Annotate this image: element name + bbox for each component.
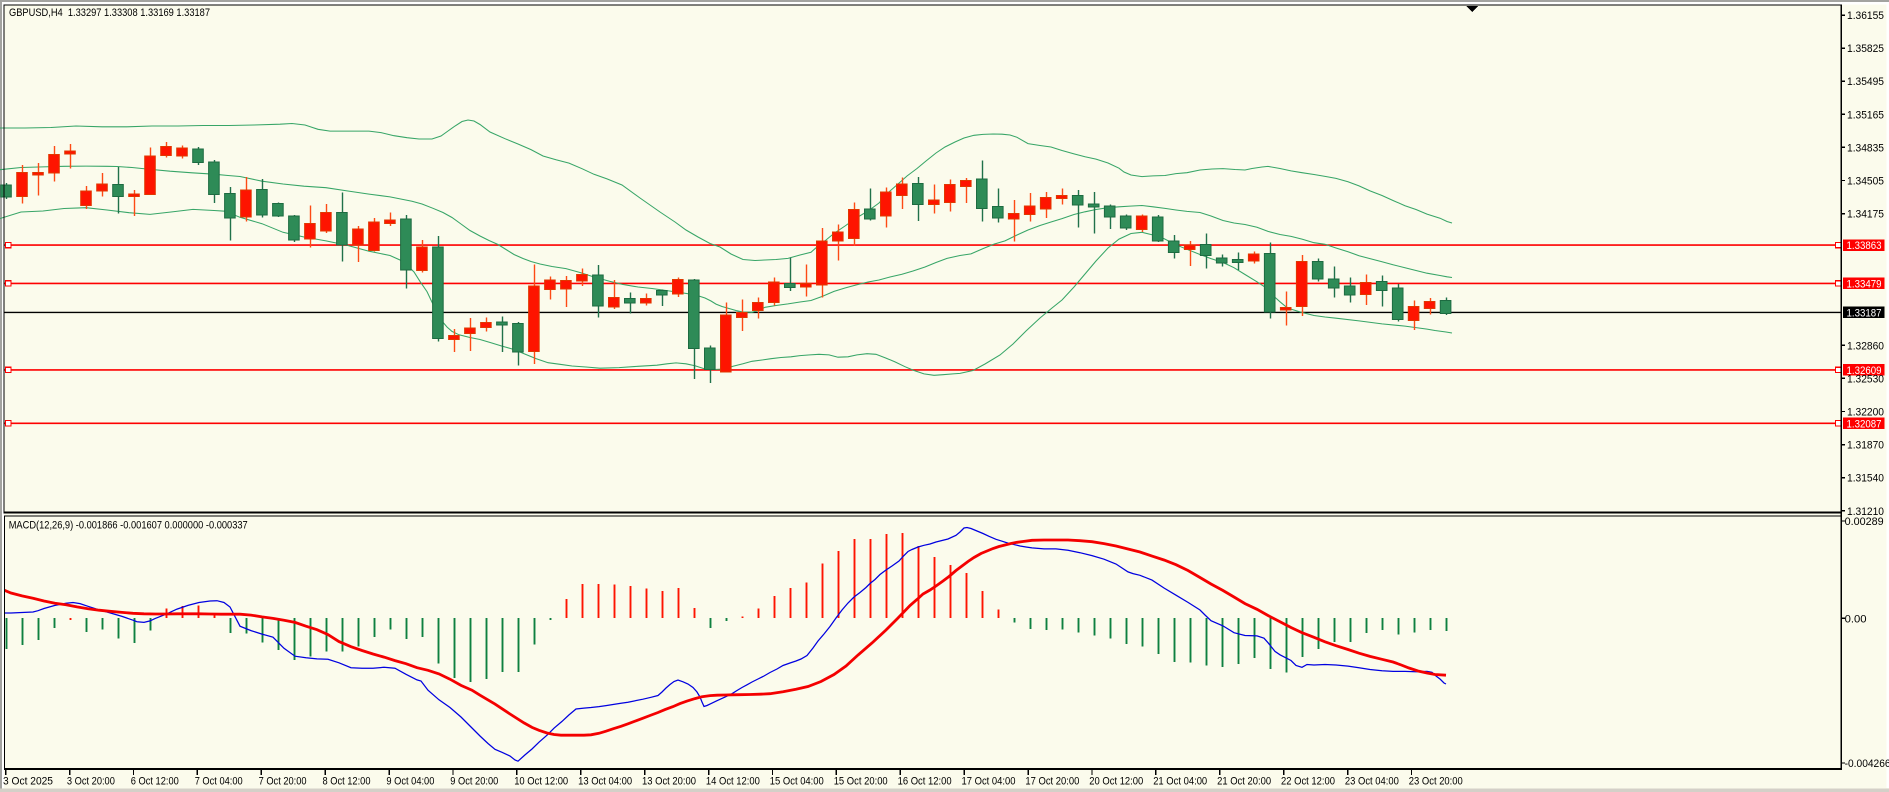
svg-text:15 Oct 04:00: 15 Oct 04:00 [770,776,824,788]
svg-text:16 Oct 12:00: 16 Oct 12:00 [898,776,952,788]
svg-text:14 Oct 12:00: 14 Oct 12:00 [706,776,760,788]
svg-text:17 Oct 20:00: 17 Oct 20:00 [1025,776,1079,788]
svg-text:15 Oct 20:00: 15 Oct 20:00 [834,776,888,788]
svg-text:MACD(12,26,9) -0.001866 -0.001: MACD(12,26,9) -0.001866 -0.001607 0.0000… [9,520,248,532]
svg-text:GBPUSD,H4 1.33297 1.33308 1.3: GBPUSD,H4 1.33297 1.33308 1.33169 1.3318… [9,7,210,19]
svg-text:1.31210: 1.31210 [1847,506,1884,518]
svg-text:1.31540: 1.31540 [1847,473,1884,485]
svg-text:0.00: 0.00 [1845,613,1867,625]
svg-text:1.34505: 1.34505 [1847,176,1884,188]
svg-text:7 Oct 04:00: 7 Oct 04:00 [195,776,243,788]
svg-text:20 Oct 12:00: 20 Oct 12:00 [1089,776,1143,788]
svg-text:9 Oct 04:00: 9 Oct 04:00 [386,776,434,788]
svg-text:1.32200: 1.32200 [1847,407,1884,419]
svg-text:23 Oct 04:00: 23 Oct 04:00 [1345,776,1399,788]
svg-text:9 Oct 20:00: 9 Oct 20:00 [450,776,498,788]
svg-text:3 Oct 20:00: 3 Oct 20:00 [67,776,115,788]
svg-text:17 Oct 04:00: 17 Oct 04:00 [962,776,1016,788]
svg-text:1.32530: 1.32530 [1847,373,1884,385]
svg-text:1.32609: 1.32609 [1847,365,1882,377]
svg-text:3 Oct 2025: 3 Oct 2025 [3,776,53,788]
svg-text:1.32860: 1.32860 [1847,340,1884,352]
svg-text:1.31870: 1.31870 [1847,440,1884,452]
svg-text:1.33187: 1.33187 [1847,307,1882,319]
svg-text:1.35495: 1.35495 [1847,76,1884,88]
svg-text:1.33863: 1.33863 [1847,240,1882,252]
svg-text:23 Oct 20:00: 23 Oct 20:00 [1409,776,1463,788]
svg-text:13 Oct 20:00: 13 Oct 20:00 [642,776,696,788]
svg-text:-0.004266: -0.004266 [1845,758,1889,770]
svg-text:6 Oct 12:00: 6 Oct 12:00 [131,776,179,788]
svg-text:13 Oct 04:00: 13 Oct 04:00 [578,776,632,788]
svg-text:1.34175: 1.34175 [1847,209,1884,221]
svg-text:10 Oct 12:00: 10 Oct 12:00 [514,776,568,788]
svg-text:22 Oct 12:00: 22 Oct 12:00 [1281,776,1335,788]
svg-text:8 Oct 12:00: 8 Oct 12:00 [323,776,371,788]
svg-text:7 Oct 20:00: 7 Oct 20:00 [259,776,307,788]
svg-text:1.36155: 1.36155 [1847,10,1884,22]
svg-text:1.35825: 1.35825 [1847,43,1884,55]
svg-text:1.33479: 1.33479 [1847,278,1882,290]
svg-text:0.00289: 0.00289 [1845,516,1884,528]
svg-text:1.34835: 1.34835 [1847,142,1884,154]
svg-text:21 Oct 20:00: 21 Oct 20:00 [1217,776,1271,788]
svg-text:1.32087: 1.32087 [1847,418,1882,430]
svg-text:21 Oct 04:00: 21 Oct 04:00 [1153,776,1207,788]
svg-text:1.35165: 1.35165 [1847,109,1884,121]
